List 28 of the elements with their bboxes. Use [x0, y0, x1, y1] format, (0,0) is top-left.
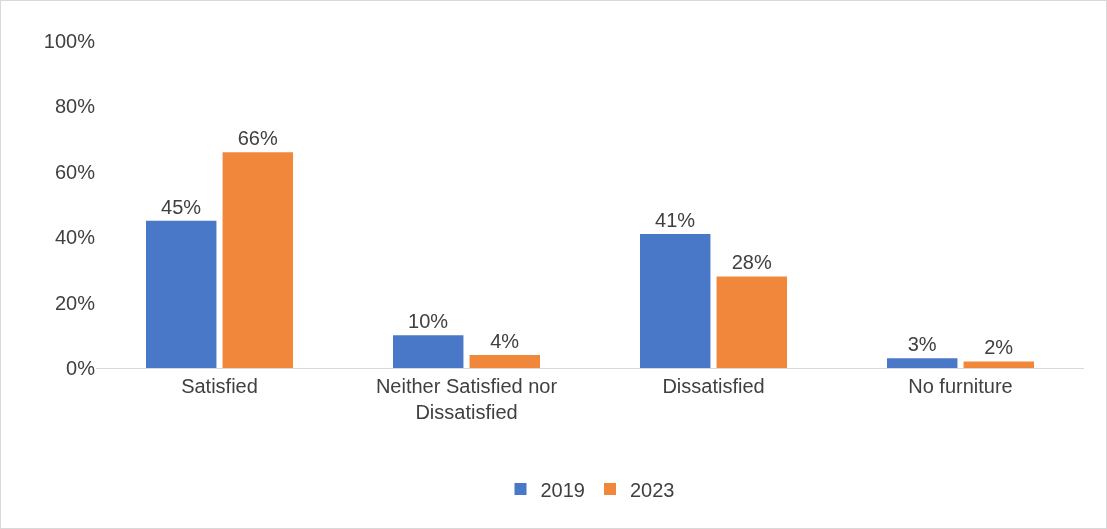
bar	[392, 335, 464, 368]
data-label: 66%	[237, 127, 278, 150]
legend-label: 2019	[540, 478, 585, 501]
y-tick-label: 80%	[54, 95, 96, 118]
x-tick-label: No furniture	[908, 375, 1013, 397]
x-tick-label: Neither Satisfied nor Dissatisfied	[375, 375, 558, 423]
y-tick-label: 60%	[54, 160, 96, 183]
data-label: 41%	[655, 208, 696, 231]
data-label: 3%	[907, 333, 937, 356]
data-label: 4%	[490, 329, 520, 352]
y-tick-label: 100%	[43, 30, 96, 52]
y-tick-label: 20%	[54, 291, 96, 314]
bar	[639, 233, 711, 368]
bar	[145, 220, 217, 368]
x-tick-label: Satisfied	[181, 375, 258, 397]
y-tick-label: 40%	[54, 226, 96, 249]
data-label: 45%	[161, 195, 202, 218]
data-label: 10%	[408, 310, 449, 333]
bar	[716, 276, 788, 368]
bar	[963, 361, 1035, 368]
bar	[886, 358, 958, 368]
y-tick-label: 0%	[66, 357, 96, 379]
bar	[469, 354, 541, 368]
x-tick-label: Dissatisfied	[662, 375, 765, 397]
legend-label: 2023	[630, 478, 675, 501]
data-label: 2%	[984, 336, 1014, 359]
bar	[222, 152, 294, 368]
data-label: 28%	[731, 251, 772, 274]
